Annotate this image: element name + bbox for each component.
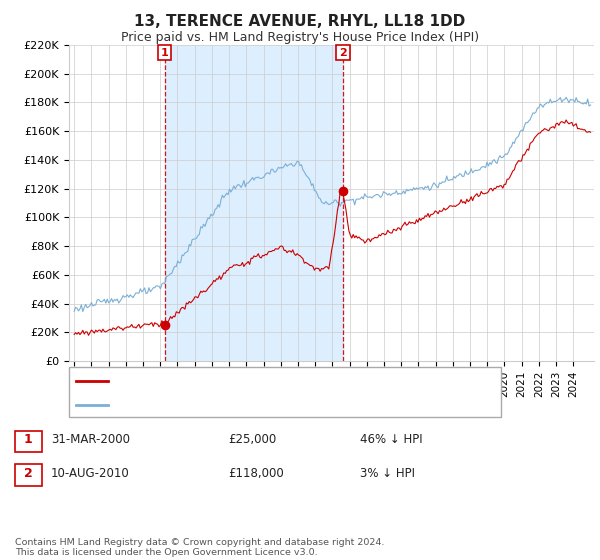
Text: £25,000: £25,000 (228, 433, 276, 446)
Text: 3% ↓ HPI: 3% ↓ HPI (360, 466, 415, 480)
Text: 10-AUG-2010: 10-AUG-2010 (51, 466, 130, 480)
Text: Contains HM Land Registry data © Crown copyright and database right 2024.
This d: Contains HM Land Registry data © Crown c… (15, 538, 385, 557)
Text: 1: 1 (24, 433, 32, 446)
Text: £118,000: £118,000 (228, 466, 284, 480)
Bar (164, 45, 343, 361)
Text: 13, TERENCE AVENUE, RHYL, LL18 1DD: 13, TERENCE AVENUE, RHYL, LL18 1DD (134, 14, 466, 29)
Text: HPI: Average price, semi-detached house, Denbighshire: HPI: Average price, semi-detached house,… (113, 400, 418, 409)
Text: 31-MAR-2000: 31-MAR-2000 (51, 433, 130, 446)
Text: 2: 2 (24, 466, 32, 480)
Text: 2: 2 (339, 48, 347, 58)
Text: Price paid vs. HM Land Registry's House Price Index (HPI): Price paid vs. HM Land Registry's House … (121, 31, 479, 44)
Text: 13, TERENCE AVENUE, RHYL, LL18 1DD (semi-detached house): 13, TERENCE AVENUE, RHYL, LL18 1DD (semi… (113, 376, 457, 386)
Text: 46% ↓ HPI: 46% ↓ HPI (360, 433, 422, 446)
Text: 1: 1 (161, 48, 169, 58)
